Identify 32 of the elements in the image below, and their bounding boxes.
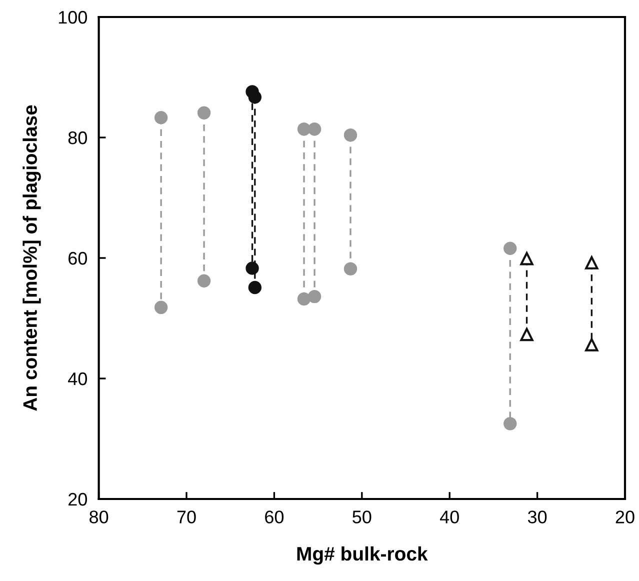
y-tick-label: 80 — [68, 131, 87, 144]
y-tick-label: 60 — [68, 252, 87, 265]
point — [504, 242, 517, 255]
point — [248, 280, 262, 294]
y-tick-label: 20 — [68, 492, 87, 506]
x-tick-label: 30 — [528, 510, 547, 524]
point — [297, 292, 311, 306]
x-tick-label: 80 — [90, 510, 108, 524]
x-tick-label: 60 — [265, 510, 284, 524]
x-tick-label: 40 — [440, 510, 459, 524]
point — [344, 128, 358, 142]
point — [520, 252, 534, 266]
point — [197, 106, 211, 120]
point — [248, 90, 262, 104]
point — [520, 328, 534, 342]
point — [504, 417, 517, 430]
point — [154, 111, 168, 124]
point — [154, 300, 168, 314]
x-tick-label: 70 — [177, 510, 196, 524]
x-axis-title: Mg# bulk-rock — [297, 546, 428, 565]
point — [246, 262, 259, 275]
point — [585, 256, 598, 270]
x-tick-label: 20 — [616, 510, 634, 524]
x-tick-label: 50 — [352, 510, 372, 524]
y-tick-label: 40 — [68, 372, 87, 386]
point — [197, 274, 211, 288]
point — [585, 338, 598, 352]
y-axis-title: An content [mol%] of plagioclase — [22, 105, 41, 411]
point — [308, 290, 322, 304]
point — [344, 262, 358, 276]
y-tick-label: 100 — [58, 10, 87, 24]
point — [308, 122, 322, 136]
